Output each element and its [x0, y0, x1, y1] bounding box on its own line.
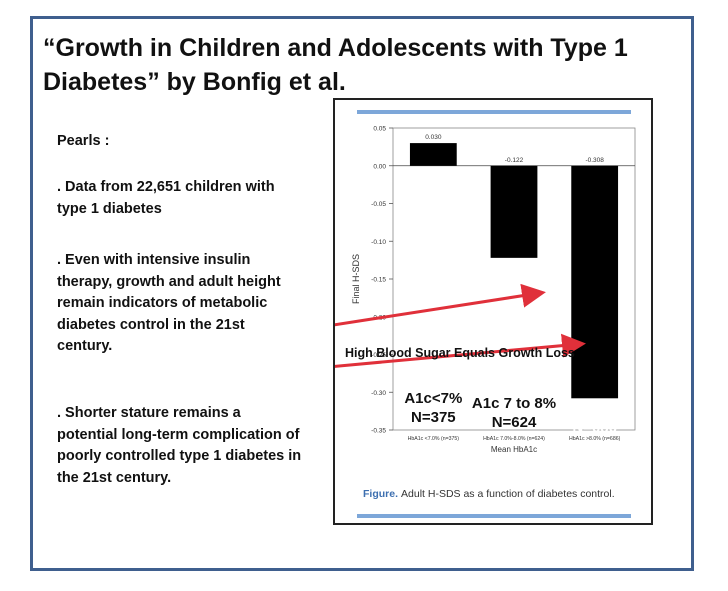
pearl-data-source: . Data from 22,651 children with type 1 … — [57, 179, 275, 217]
figure-caption-label: Figure. — [363, 488, 399, 500]
group-annotation-line-1: A1c 7 to 8% — [472, 395, 556, 412]
y-tick-label: -0.05 — [371, 201, 386, 208]
y-tick-label: -0.35 — [371, 428, 386, 435]
group-annotation-line-1: A1c>8% — [566, 400, 624, 417]
x-tick-label: HbA1c >8.0% (n=686) — [569, 436, 621, 442]
figure-caption-text: Adult H-SDS as a function of diabetes co… — [401, 488, 615, 500]
figure-bottom-rule — [357, 514, 631, 518]
bar-value-label: -0.122 — [505, 157, 524, 164]
x-tick-label: HbA1c <7.0% (n=375) — [408, 436, 460, 442]
figure-panel: 0.050.00-0.05-0.10-0.15-0.20-0.25-0.30-0… — [333, 98, 653, 525]
slide-title: “Growth in Children and Adolescents with… — [43, 31, 663, 99]
group-annotation-line-2: N=686 — [572, 419, 617, 436]
arrow-caption: High Blood Sugar Equals Growth Loss — [345, 346, 575, 360]
group-annotation-line-2: N=624 — [492, 414, 537, 431]
arrow-to-middle-bar — [335, 283, 546, 327]
pearl-growth-indicator: . Even with intensive insulin therapy, g… — [57, 252, 281, 354]
bar-value-label: 0.030 — [425, 134, 442, 141]
y-tick-label: -0.25 — [371, 352, 386, 359]
bar-value-label: -0.308 — [585, 157, 604, 164]
x-axis-label: Mean HbA1c — [491, 445, 537, 454]
x-tick-label: HbA1c 7.0%-8.0% (n=624) — [483, 436, 545, 442]
figure-caption: Figure. Adult H-SDS as a function of diab… — [363, 488, 643, 500]
figure-top-rule — [357, 110, 631, 114]
group-annotation-line-1: A1c<7% — [404, 390, 462, 407]
slide-title-line-2: Diabetes” by Bonfig et al. — [43, 68, 346, 96]
bar — [571, 165, 619, 399]
y-tick-label: 0.05 — [373, 126, 386, 133]
y-tick-label: 0.00 — [373, 163, 386, 170]
y-axis-label: Final H-SDS — [351, 254, 361, 304]
pearls-heading: Pearls : — [57, 133, 110, 149]
arrow-to-high-bar — [335, 333, 586, 368]
group-annotation-line-2: N=375 — [411, 409, 456, 426]
bar — [409, 143, 457, 166]
y-tick-label: -0.30 — [371, 390, 386, 397]
y-tick-label: -0.10 — [371, 239, 386, 246]
y-tick-label: -0.15 — [371, 277, 386, 284]
bar — [490, 165, 538, 258]
slide-frame: “Growth in Children and Adolescents with… — [30, 16, 694, 571]
slide-title-line-1: “Growth in Children and Adolescents with… — [43, 34, 628, 62]
pearl-shorter-stature: . Shorter stature remains a potential lo… — [57, 405, 302, 486]
bar-chart: 0.050.00-0.05-0.10-0.15-0.20-0.25-0.30-0… — [335, 126, 636, 454]
